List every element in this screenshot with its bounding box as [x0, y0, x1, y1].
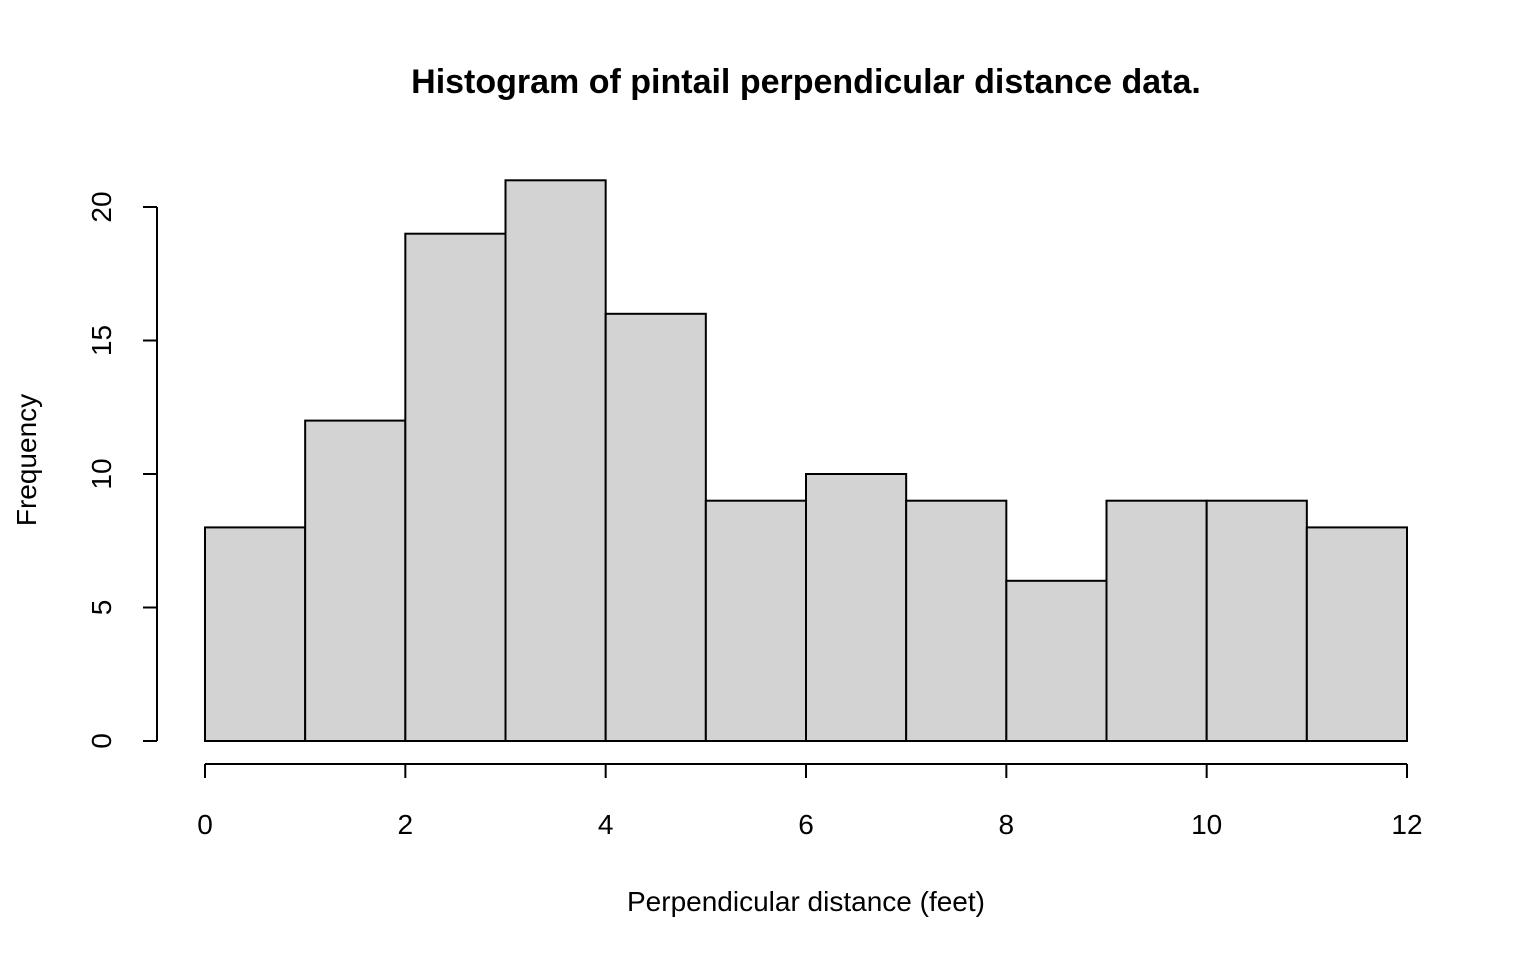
x-tick-label-6: 12	[1391, 809, 1422, 840]
x-tick-label-4: 8	[999, 809, 1015, 840]
histogram-bar-10	[1205, 499, 1308, 743]
y-tick-label-4: 20	[86, 191, 117, 222]
histogram-bar-8	[1005, 579, 1108, 742]
histogram-bar-6	[805, 473, 908, 742]
x-tick-label-0: 0	[197, 809, 213, 840]
x-tick-label-5: 10	[1191, 809, 1222, 840]
x-tick-label-2: 4	[598, 809, 614, 840]
histogram-bar-1	[304, 419, 407, 742]
chart-title: Histogram of pintail perpendicular dista…	[411, 63, 1201, 101]
histogram-bar-4	[604, 312, 707, 742]
histogram-bar-9	[1105, 499, 1208, 743]
y-tick-label-2: 10	[86, 458, 117, 489]
y-axis: 0 5 10 15 20	[86, 191, 158, 749]
x-axis-label: Perpendicular distance (feet)	[627, 886, 985, 917]
histogram-bar-5	[704, 499, 807, 743]
bars-group	[204, 179, 1409, 743]
y-tick-label-3: 15	[86, 325, 117, 356]
x-tick-label-3: 6	[798, 809, 814, 840]
x-tick-label-1: 2	[398, 809, 414, 840]
histogram-bar-3	[504, 179, 607, 743]
histogram-bar-2	[404, 232, 507, 742]
x-axis: 0 2 4 6 8 10 12	[197, 763, 1423, 840]
y-tick-label-1: 5	[86, 600, 117, 616]
y-axis-label: Frequency	[11, 394, 42, 526]
histogram-bar-11	[1305, 526, 1409, 743]
histogram-bar-0	[204, 526, 307, 743]
y-tick-label-0: 0	[86, 733, 117, 749]
histogram-bar-7	[905, 499, 1008, 743]
